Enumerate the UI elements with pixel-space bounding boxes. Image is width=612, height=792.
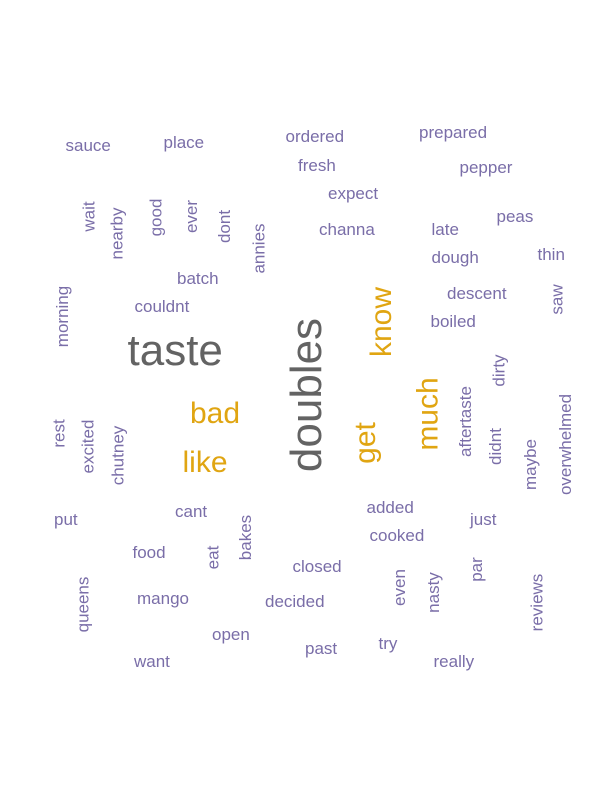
- word-didnt: didnt: [485, 427, 505, 465]
- word-nearby: nearby: [107, 207, 127, 259]
- word-much: much: [411, 377, 445, 451]
- word-really: really: [433, 651, 475, 671]
- word-batch: batch: [177, 268, 219, 288]
- word-want: want: [134, 651, 170, 671]
- word-queens: queens: [73, 576, 93, 632]
- word-wait: wait: [79, 200, 99, 232]
- word-cooked: cooked: [369, 525, 425, 545]
- word-annies: annies: [249, 222, 269, 274]
- word-rest: rest: [49, 418, 69, 448]
- word-morning: morning: [52, 285, 72, 347]
- word-doubles: doubles: [282, 317, 332, 473]
- word-try: try: [378, 633, 398, 653]
- word-overwhelmed: overwhelmed: [555, 393, 575, 495]
- word-place: place: [163, 132, 205, 152]
- word-reviews: reviews: [527, 573, 547, 631]
- word-pepper: pepper: [459, 157, 513, 177]
- word-boiled: boiled: [430, 311, 476, 331]
- word-maybe: maybe: [520, 438, 540, 490]
- word-couldnt: couldnt: [134, 296, 190, 316]
- word-aftertaste: aftertaste: [455, 385, 475, 457]
- word-descent: descent: [447, 283, 507, 303]
- word-bad: bad: [190, 397, 241, 430]
- word-nasty: nasty: [423, 571, 443, 613]
- word-taste: taste: [127, 326, 223, 375]
- word-dirty: dirty: [489, 353, 509, 387]
- word-saw: saw: [547, 283, 567, 315]
- word-cant: cant: [175, 501, 208, 521]
- word-peas: peas: [496, 206, 534, 226]
- word-ordered: ordered: [285, 126, 345, 146]
- word-food: food: [132, 542, 166, 562]
- word-late: late: [431, 219, 459, 239]
- word-put: put: [54, 509, 78, 529]
- word-get: get: [348, 422, 382, 464]
- word-sauce: sauce: [65, 135, 111, 155]
- word-past: past: [305, 638, 338, 658]
- word-chutney: chutney: [108, 425, 128, 485]
- word-dough: dough: [431, 247, 479, 267]
- word-just: just: [470, 509, 497, 529]
- word-even: even: [389, 568, 409, 606]
- word-dont: dont: [214, 209, 234, 243]
- word-know: know: [365, 286, 399, 358]
- word-mango: mango: [137, 588, 189, 608]
- word-prepared: prepared: [419, 122, 488, 142]
- word-added: added: [366, 497, 414, 517]
- word-decided: decided: [265, 591, 325, 611]
- word-par: par: [466, 556, 486, 582]
- word-good: good: [146, 198, 166, 236]
- word-open: open: [212, 624, 250, 644]
- word-closed: closed: [292, 556, 342, 576]
- word-eat: eat: [203, 545, 223, 569]
- word-ever: ever: [181, 199, 201, 233]
- word-expect: expect: [328, 183, 379, 203]
- word-fresh: fresh: [298, 155, 336, 175]
- word-bakes: bakes: [235, 514, 255, 560]
- word-channa: channa: [319, 219, 375, 239]
- word-like: like: [182, 446, 228, 479]
- word-excited: excited: [78, 419, 98, 473]
- word-thin: thin: [537, 244, 565, 264]
